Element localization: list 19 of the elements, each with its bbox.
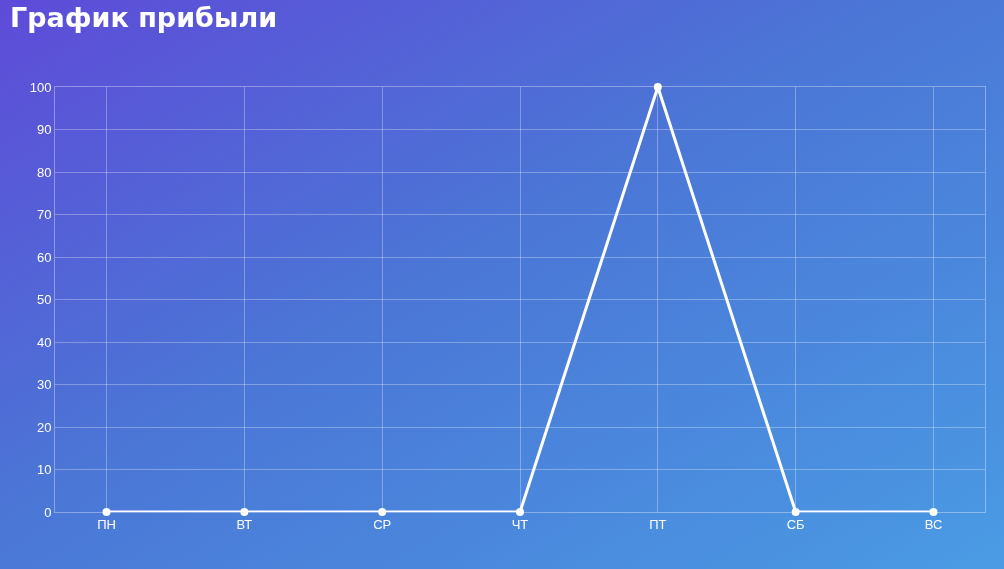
x-tick-label: ВТ bbox=[236, 516, 253, 532]
y-tick-label: 80 bbox=[36, 164, 52, 180]
x-tick-label: ВС bbox=[924, 516, 943, 532]
x-tick-label: ПТ bbox=[649, 516, 667, 532]
chart-title: График прибыли bbox=[10, 2, 278, 34]
y-tick-label: 30 bbox=[36, 377, 52, 393]
y-tick-label: 100 bbox=[29, 79, 52, 95]
y-tick-label: 60 bbox=[36, 249, 52, 265]
y-tick-label: 0 bbox=[44, 504, 52, 520]
y-tick-label: 10 bbox=[36, 462, 52, 478]
x-tick-label: ЧТ bbox=[511, 516, 529, 532]
y-tick-label: 20 bbox=[36, 419, 52, 435]
y-tick-label: 90 bbox=[36, 122, 52, 138]
y-tick-label: 70 bbox=[36, 207, 52, 223]
y-tick-label: 50 bbox=[36, 292, 52, 308]
x-tick-label: СР bbox=[373, 516, 392, 532]
y-tick-label: 40 bbox=[36, 334, 52, 350]
x-tick-label: СБ bbox=[786, 516, 805, 532]
x-tick-label: ПН bbox=[97, 516, 116, 532]
